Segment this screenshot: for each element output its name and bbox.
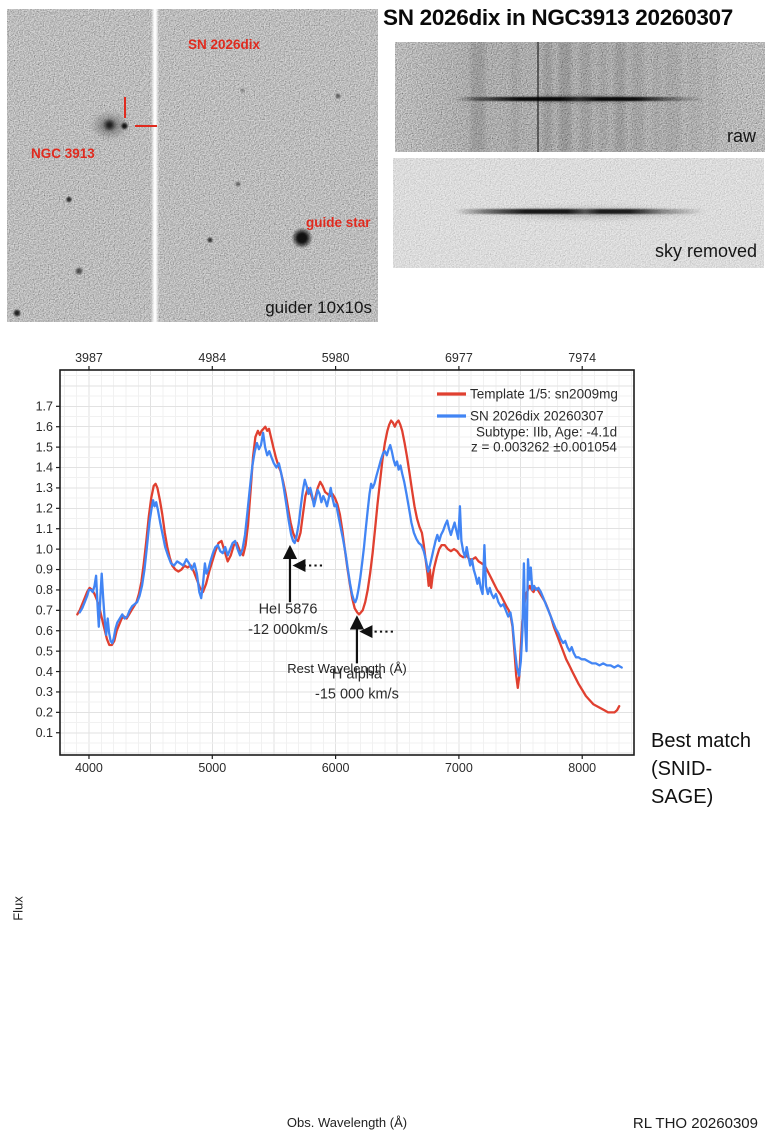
svg-text:7974: 7974 [568, 351, 596, 365]
flux-axis-title: Flux [10, 896, 26, 921]
svg-text:HeI 5876: HeI 5876 [259, 601, 318, 617]
page-title: SN 2026dix in NGC3913 20260307 [383, 5, 733, 30]
galaxy-label: NGC 3913 [31, 146, 95, 161]
raw-trace [455, 97, 705, 101]
spectrum-chart: 4000 5000 6000 7000 8000 3987 4984 5980 6977 7974… [0, 330, 767, 1132]
star-dot [334, 92, 341, 99]
star-dot [120, 122, 129, 130]
guide-star-label: guide star [306, 215, 371, 230]
star-dot [65, 196, 73, 204]
best-match-line2: (SNID-SAGE) [651, 758, 714, 808]
svg-text:4000: 4000 [75, 761, 103, 775]
star-dot [234, 181, 241, 188]
svg-text:0.9: 0.9 [36, 563, 53, 577]
svg-text:1.4: 1.4 [36, 461, 53, 475]
svg-text:0.1: 0.1 [36, 726, 53, 740]
guider-caption: guider 10x10s [265, 298, 372, 317]
page: { "title": "SN 2026dix in NGC3913 202603… [0, 5, 767, 1132]
svg-text:6977: 6977 [445, 351, 473, 365]
svg-text:0.3: 0.3 [36, 685, 53, 699]
sn-marker-vertical-tick [123, 97, 127, 118]
svg-text:0.8: 0.8 [36, 583, 53, 597]
svg-text:4984: 4984 [198, 351, 226, 365]
svg-text:5980: 5980 [322, 351, 350, 365]
svg-text:-12 000km/s: -12 000km/s [248, 622, 328, 638]
svg-text:0.4: 0.4 [36, 665, 53, 679]
raw-label: raw [726, 126, 756, 146]
svg-text:-15 000 km/s: -15 000 km/s [315, 686, 399, 702]
svg-text:0.2: 0.2 [36, 706, 53, 720]
guider-image: SN 2026dix NGC 3913 guide star guider 10… [7, 9, 378, 322]
svg-text:1.2: 1.2 [36, 502, 53, 516]
svg-text:0.6: 0.6 [36, 624, 53, 638]
best-match-caption: Best match (SNID-SAGE) [651, 727, 767, 811]
star-dot [240, 88, 246, 94]
sn-label: SN 2026dix [188, 37, 261, 52]
svg-text:1.5: 1.5 [36, 440, 53, 454]
svg-text:1.1: 1.1 [36, 522, 53, 536]
sky-removed-strip: sky removed [393, 158, 764, 268]
star-dot [292, 228, 312, 248]
svg-text:Template 1/5: sn2009mg: Template 1/5: sn2009mg [470, 387, 618, 402]
svg-text:1.0: 1.0 [36, 542, 53, 556]
rest-wavelength-axis-title: Rest Wavelength (Å) [287, 661, 407, 676]
svg-text:H alpha: H alpha [332, 667, 383, 683]
svg-text:0.7: 0.7 [36, 604, 53, 618]
svg-text:z = 0.003262 ±0.001054: z = 0.003262 ±0.001054 [471, 440, 617, 455]
raw-spectrum-strip: raw [395, 42, 765, 152]
credit-text: RL THO 20260309 [632, 1115, 758, 1132]
svg-text:3987: 3987 [75, 351, 103, 365]
sky-line-band [708, 42, 718, 152]
guider-noise [7, 9, 378, 322]
svg-text:1.6: 1.6 [36, 420, 53, 434]
galaxy-ngc3913 [103, 119, 116, 131]
svg-text:1.3: 1.3 [36, 481, 53, 495]
svg-text:8000: 8000 [568, 761, 596, 775]
svg-text:5000: 5000 [198, 761, 226, 775]
spectrum-plot: 4000 5000 6000 7000 8000 3987 4984 5980 6977 7974… [36, 351, 635, 775]
svg-text:Subtype: IIb, Age: -4.1d: Subtype: IIb, Age: -4.1d [476, 425, 617, 440]
svg-text:SN 2026dix 20260307: SN 2026dix 20260307 [470, 409, 604, 424]
best-match-line1: Best match [651, 730, 752, 752]
sky-removed-label: sky removed [654, 241, 757, 261]
star-dot [207, 236, 214, 243]
obs-wavelength-axis-title: Obs. Wavelength (Å) [286, 1115, 408, 1130]
chip-gap-stripe [151, 9, 159, 322]
star-dot [75, 267, 84, 276]
sky-trace [455, 209, 705, 214]
sn-marker-horizontal-tick [135, 124, 157, 128]
svg-text:7000: 7000 [445, 761, 473, 775]
svg-text:1.7: 1.7 [36, 400, 53, 414]
star-dot [13, 308, 22, 318]
svg-text:6000: 6000 [322, 761, 350, 775]
svg-text:0.5: 0.5 [36, 644, 53, 658]
